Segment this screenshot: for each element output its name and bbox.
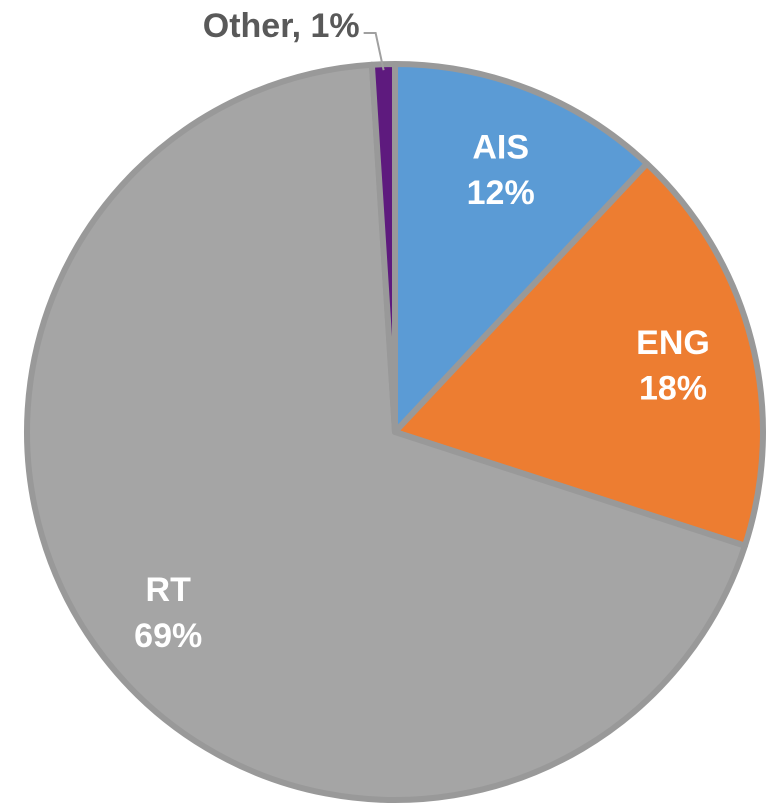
data-label: AIS 12% [467,128,535,212]
category-label: RT [146,571,192,609]
value-label: 69% [134,617,202,655]
data-label: Other, 1% [203,7,360,45]
pie-slice [392,160,766,549]
data-label: ENG 18% [636,324,710,408]
category-label: ENG [636,324,710,362]
value-label: 18% [639,370,707,408]
category-label: AIS [472,128,529,166]
leader-line [363,32,385,71]
separator: , [292,7,311,45]
value-label: 12% [467,174,535,212]
value-label: 1% [310,7,359,45]
pie-slice [368,61,398,435]
category-label: Other [203,7,293,45]
pie-slice [24,61,748,803]
data-label: RT 69% [134,571,202,655]
pie-slice [392,61,650,435]
